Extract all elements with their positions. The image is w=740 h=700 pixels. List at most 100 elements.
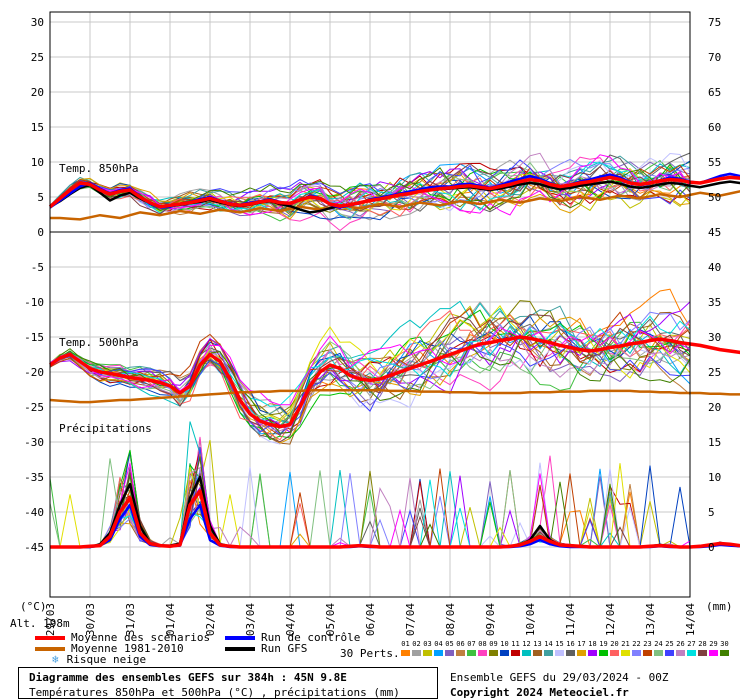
- left-tick-label: 5: [37, 191, 44, 204]
- perturbation-swatch: [577, 650, 586, 656]
- perturbation-swatch: [676, 650, 685, 656]
- left-tick-label: -10: [24, 296, 44, 309]
- panel-label-t500: Temp. 500hPa: [59, 336, 138, 349]
- legend-ctrl: Run de contrôle: [225, 632, 360, 643]
- perturbation-swatch: [434, 650, 443, 656]
- legend-snow-label: Risque neige: [66, 653, 147, 666]
- left-tick-label: 15: [31, 121, 44, 134]
- perturbation-number: 20: [610, 640, 619, 648]
- main-series-lines: [48, 172, 740, 549]
- right-tick-label: 30: [708, 331, 721, 344]
- right-tick-label: 55: [708, 156, 721, 169]
- perturbation-number: 05: [445, 640, 454, 648]
- perturbation-number: 29: [709, 640, 718, 648]
- perturbation-number: 10: [500, 640, 509, 648]
- chart-grid: [49, 12, 691, 597]
- legend-gfs-label: Run GFS: [261, 642, 308, 655]
- date-tick-label: 12/04: [604, 603, 617, 636]
- mean-t850-line: [48, 175, 740, 209]
- mean-precip-line: [50, 489, 740, 549]
- perturbation-number: 02: [412, 640, 421, 648]
- perturbation-number: 16: [566, 640, 575, 648]
- clim-t500-line: [49, 388, 740, 404]
- date-tick-label: 08/04: [444, 603, 457, 636]
- left-tick-label: -30: [24, 436, 44, 449]
- perturbation-swatch: [599, 650, 608, 656]
- date-tick-label: 04/04: [284, 603, 297, 636]
- perturbation-swatch: [478, 650, 487, 656]
- perturbation-number: 25: [665, 640, 674, 648]
- perturbation-swatch: [489, 650, 498, 656]
- altitude-label: Alt. 198m: [10, 617, 70, 630]
- perturbation-number: 04: [434, 640, 443, 648]
- right-tick-label: 10: [708, 471, 721, 484]
- right-tick-label: 35: [708, 296, 721, 309]
- perturbation-number: 11: [511, 640, 520, 648]
- date-tick-label: 31/03: [124, 603, 137, 636]
- right-tick-label: 60: [708, 121, 721, 134]
- perturbation-number: 17: [577, 640, 586, 648]
- legend-clim-label: Moyenne 1981-2010: [71, 642, 184, 655]
- perturbation-number: 22: [632, 640, 641, 648]
- left-tick-label: -45: [24, 541, 44, 554]
- legend-snow: ❄ Risque neige: [52, 654, 146, 665]
- legend-clim-swatch: [35, 647, 65, 651]
- perturbation-number: 18: [588, 640, 597, 648]
- perturbation-number: 24: [654, 640, 663, 648]
- gfs-t850-line: [49, 180, 740, 214]
- snowflake-icon: ❄: [52, 653, 59, 666]
- perturbation-swatch: [654, 650, 663, 656]
- left-tick-label: 20: [31, 86, 44, 99]
- left-tick-label: -40: [24, 506, 44, 519]
- perturbation-swatch: [610, 650, 619, 656]
- perturbation-swatch: [621, 650, 630, 656]
- right-tick-label: 40: [708, 261, 721, 274]
- legend-gfs: Run GFS: [225, 643, 307, 654]
- perturbation-number: 14: [544, 640, 553, 648]
- perturbation-number: 03: [423, 640, 432, 648]
- perturbation-number: 07: [467, 640, 476, 648]
- left-tick-label: -35: [24, 471, 44, 484]
- perturbation-swatch: [687, 650, 696, 656]
- legend-mean-label: Moyenne des scénarios: [71, 631, 211, 644]
- perturbation-t850-line: [49, 161, 691, 214]
- perturbation-swatch: [709, 650, 718, 656]
- right-tick-label: 75: [708, 16, 721, 29]
- perturbation-swatch: [588, 650, 597, 656]
- perturbation-t850-line: [49, 154, 691, 216]
- perturbation-swatch: [643, 650, 652, 656]
- perturbation-swatch: [555, 650, 564, 656]
- perturbation-swatch: [544, 650, 553, 656]
- perturbation-swatch: [533, 650, 542, 656]
- perturbation-swatch: [423, 650, 432, 656]
- left-tick-label: -5: [31, 261, 44, 274]
- left-tick-label: 25: [31, 51, 44, 64]
- mean-t500-line: [48, 335, 740, 429]
- right-tick-label: 65: [708, 86, 721, 99]
- perturbation-number: 01: [401, 640, 410, 648]
- left-tick-label: 0: [37, 226, 44, 239]
- legend-ctrl-label: Run de contrôle: [261, 631, 361, 644]
- right-tick-label: 5: [708, 506, 715, 519]
- perturbation-swatch: [511, 650, 520, 656]
- date-tick-label: 06/04: [364, 603, 377, 636]
- left-tick-label: -15: [24, 331, 44, 344]
- perturbation-number: 06: [456, 640, 465, 648]
- left-tick-label: 30: [31, 16, 44, 29]
- date-tick-label: 02/04: [204, 603, 217, 636]
- right-tick-label: 25: [708, 366, 721, 379]
- perturbation-number: 23: [643, 640, 652, 648]
- perturbation-swatch: [720, 650, 729, 656]
- panel-label-t850: Temp. 850hPa: [59, 162, 138, 175]
- perturbation-number: 30: [720, 640, 729, 648]
- legend-ctrl-swatch: [225, 636, 255, 640]
- perturbation-swatch: [401, 650, 410, 656]
- perturbation-t500-line: [49, 315, 691, 418]
- perturbation-number: 08: [478, 640, 487, 648]
- perturbation-number: 19: [599, 640, 608, 648]
- perturbation-swatch: [445, 650, 454, 656]
- perturbation-swatch: [412, 650, 421, 656]
- perturbation-number: 15: [555, 640, 564, 648]
